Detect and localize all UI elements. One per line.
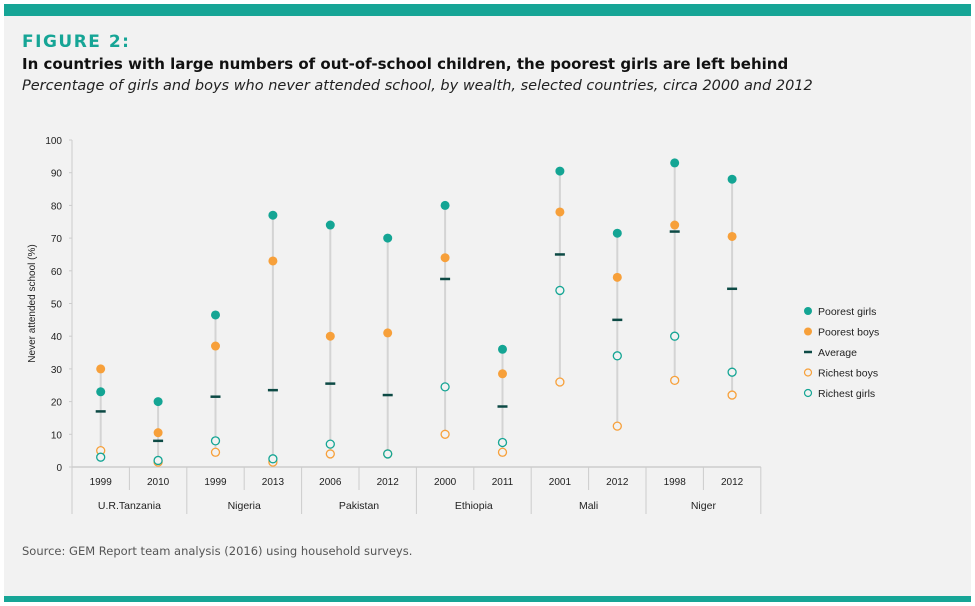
poorest-girls-point (555, 166, 565, 176)
poorest-boys-point (325, 331, 335, 341)
richest-girls-point (268, 454, 278, 464)
y-tick-label: 100 (45, 136, 62, 147)
legend-richest-boys-icon (803, 368, 813, 377)
poorest-girls-point (325, 220, 335, 230)
y-tick-label: 20 (51, 398, 63, 409)
poorest-boys-point (670, 220, 680, 230)
richest-boys-point (727, 390, 737, 400)
poorest-girls-point (498, 344, 507, 354)
y-axis-label: Never attended school (%) (27, 244, 38, 362)
country-label: Niger (691, 500, 717, 512)
year-label: 2011 (492, 477, 514, 488)
legend-poorest-boys-icon (804, 327, 812, 336)
richest-girls-point (325, 439, 335, 449)
poorest-boys-point (555, 207, 565, 217)
y-tick-label: 60 (51, 267, 63, 278)
poorest-boys-point (153, 428, 163, 438)
poorest-girls-point (612, 228, 622, 238)
country-label: Nigeria (228, 500, 261, 512)
year-label: 1999 (90, 477, 113, 488)
poorest-boys-point (211, 341, 220, 351)
legend-label: Average (818, 347, 857, 359)
y-tick-label: 30 (51, 365, 63, 376)
richest-boys-point (325, 449, 335, 459)
year-label: 2001 (549, 477, 572, 488)
source-note: Source: GEM Report team analysis (2016) … (22, 544, 413, 558)
y-tick-label: 70 (51, 234, 63, 245)
year-label: 2012 (606, 477, 629, 488)
richest-girls-point (383, 449, 393, 459)
richest-boys-point (497, 447, 508, 457)
y-tick-label: 80 (51, 201, 63, 212)
poorest-boys-point (96, 364, 106, 374)
bottom-accent-bar (4, 596, 971, 602)
poorest-boys-point (383, 328, 393, 338)
poorest-girls-point (383, 233, 393, 243)
richest-girls-point (555, 285, 565, 296)
richest-girls-point (440, 382, 450, 392)
legend-label: Poorest girls (818, 306, 876, 318)
poorest-boys-point (727, 231, 737, 241)
richest-boys-point (555, 377, 565, 387)
legend-label: Poorest boys (818, 327, 879, 339)
y-tick-label: 40 (51, 332, 63, 343)
poorest-girls-point (268, 210, 278, 220)
poorest-boys-point (268, 256, 278, 266)
richest-girls-point (727, 367, 737, 377)
y-tick-label: 50 (51, 300, 63, 311)
poorest-girls-point (670, 158, 680, 168)
y-tick-label: 10 (51, 430, 63, 441)
figure-subtitle: Percentage of girls and boys who never a… (22, 78, 813, 94)
year-label: 2012 (721, 477, 744, 488)
figure-panel (4, 4, 971, 602)
richest-boys-point (210, 447, 221, 457)
year-label: 2010 (147, 477, 170, 488)
country-label: Ethiopia (455, 500, 493, 512)
country-label: Mali (579, 500, 598, 512)
richest-boys-point (440, 429, 450, 439)
year-label: 2012 (377, 477, 400, 488)
poorest-boys-point (440, 253, 450, 263)
legend-richest-girls-icon (803, 388, 813, 398)
year-label: 1999 (204, 477, 227, 488)
legend-poorest-girls-icon (804, 307, 812, 315)
poorest-girls-point (96, 387, 106, 397)
y-tick-label: 90 (51, 169, 63, 180)
richest-girls-point (670, 331, 680, 341)
y-tick-label: 0 (56, 463, 62, 474)
top-accent-bar (4, 4, 971, 16)
poorest-boys-point (498, 369, 507, 379)
poorest-girls-point (727, 174, 737, 184)
richest-girls-point (153, 455, 163, 466)
richest-boys-point (612, 421, 622, 431)
richest-girls-point (612, 351, 622, 361)
poorest-girls-point (440, 200, 450, 210)
country-label: U.R.Tanzania (98, 500, 161, 512)
country-label: Pakistan (339, 500, 379, 512)
year-label: 2006 (319, 477, 342, 488)
legend-label: Richest girls (818, 388, 875, 400)
richest-girls-point (497, 437, 508, 448)
richest-girls-point (96, 452, 106, 462)
year-label: 1998 (664, 477, 687, 488)
figure-title: In countries with large numbers of out-o… (22, 55, 789, 73)
poorest-girls-point (153, 397, 163, 407)
legend-label: Richest boys (818, 368, 878, 380)
richest-boys-point (670, 375, 680, 385)
poorest-boys-point (612, 272, 622, 282)
richest-girls-point (210, 436, 221, 446)
year-label: 2000 (434, 477, 457, 488)
year-label: 2013 (262, 477, 285, 488)
poorest-girls-point (211, 310, 220, 320)
figure-label: FIGURE 2: (22, 32, 131, 52)
